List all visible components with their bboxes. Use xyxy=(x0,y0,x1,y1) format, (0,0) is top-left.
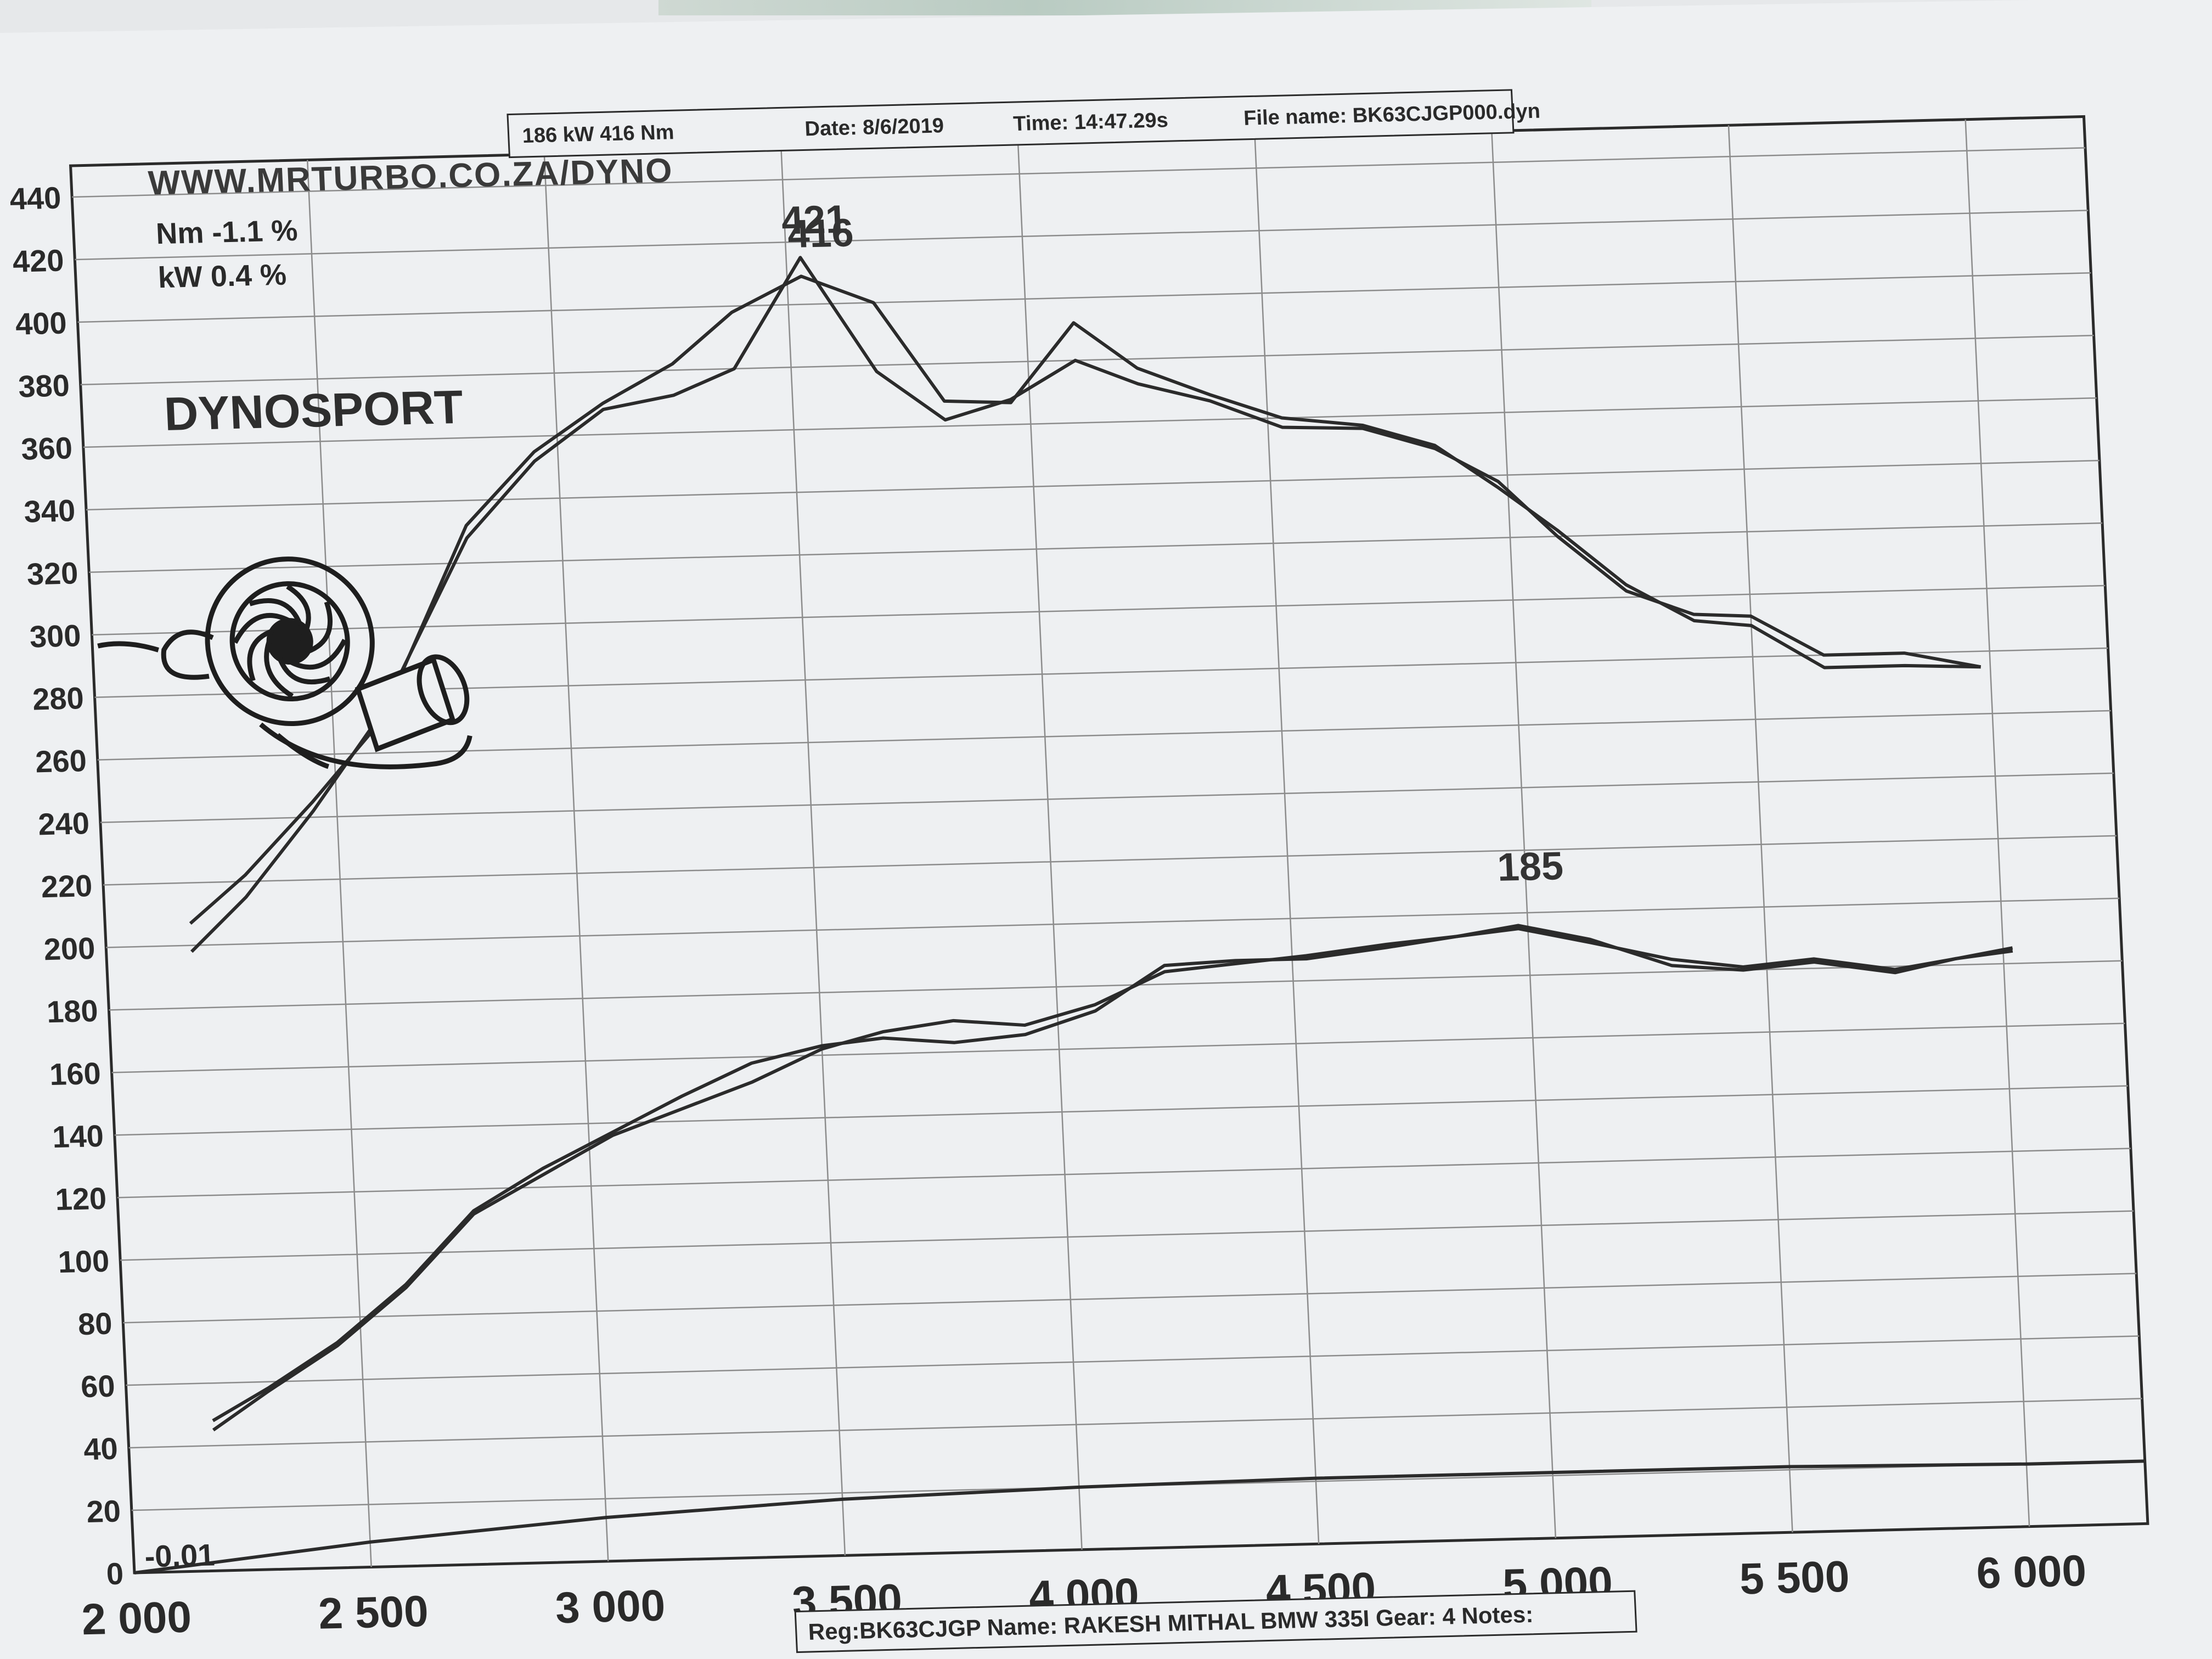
grid-line-y xyxy=(75,210,2089,261)
grid-line-y xyxy=(80,334,2094,386)
diff-kw: kW 0.4 % xyxy=(157,258,288,295)
y-tick-label: 280 xyxy=(32,681,85,716)
grid-line-y xyxy=(123,1273,2137,1324)
grid-line-x xyxy=(306,160,372,1567)
y-tick-label: 220 xyxy=(40,868,93,904)
y-tick-label: 120 xyxy=(54,1181,107,1217)
grid-line-x xyxy=(1727,125,1793,1533)
y-tick-label: 40 xyxy=(83,1431,119,1466)
grid-line-x xyxy=(543,154,609,1561)
peak-label-power: 185 xyxy=(1496,844,1564,890)
grid-line-y xyxy=(72,147,2086,198)
grid-line-y xyxy=(83,397,2097,448)
grid-line-x xyxy=(780,148,846,1556)
grid-line-y xyxy=(103,835,2117,886)
peak-label-torque: 416 xyxy=(786,211,854,256)
y-tick-label: 80 xyxy=(77,1306,113,1341)
series-line-1 xyxy=(190,256,1982,953)
y-tick-label: 300 xyxy=(29,618,82,654)
zero-reading: -0.01 xyxy=(144,1537,215,1573)
grid-line-y xyxy=(126,1335,2140,1386)
grid-line-x xyxy=(1491,131,1557,1538)
grid-line-y xyxy=(111,1022,2125,1073)
series-line-2 xyxy=(189,274,1981,925)
x-tick-label: 6 000 xyxy=(1975,1546,2087,1598)
y-tick-label: 320 xyxy=(26,555,78,591)
series-line-5 xyxy=(134,1459,2145,1574)
y-tick-label: 140 xyxy=(52,1118,104,1154)
diff-nm: Nm -1.1 % xyxy=(155,214,299,250)
grid-line-y xyxy=(106,897,2120,948)
grid-line-y xyxy=(128,1398,2142,1449)
y-tick-label: 0 xyxy=(105,1556,124,1591)
y-tick-label: 360 xyxy=(20,430,73,466)
x-tick-label: 2 000 xyxy=(81,1593,193,1644)
grid-line-y xyxy=(109,960,2123,1011)
grid-line-y xyxy=(100,772,2114,823)
y-tick-label: 100 xyxy=(57,1244,110,1279)
grid-line-x xyxy=(1965,119,2030,1527)
y-tick-label: 200 xyxy=(43,931,95,966)
x-tick-label: 3 000 xyxy=(554,1581,666,1632)
grid-line-y xyxy=(86,459,2100,511)
y-tick-label: 240 xyxy=(37,806,90,841)
x-tick-label: 2 500 xyxy=(317,1587,429,1638)
x-tick-label: 5 500 xyxy=(1738,1552,1850,1604)
y-tick-label: 160 xyxy=(49,1056,102,1092)
header-date: Date: 8/6/2019 xyxy=(804,114,944,140)
y-tick-label: 400 xyxy=(15,305,67,341)
peak-label-torque-max: 421 xyxy=(780,198,848,243)
y-tick-label: 20 xyxy=(86,1494,121,1529)
grid-line-y xyxy=(117,1148,2131,1199)
grid-line-y xyxy=(97,710,2111,761)
plot-area: 0 20 40 60 80 100 120 140 160 180 200 220 240 260 280 3… xyxy=(9,89,2149,1654)
series-line-3 xyxy=(212,927,2013,1422)
turbo-snail-logo-icon xyxy=(97,556,472,769)
y-tick-label: 60 xyxy=(80,1369,116,1404)
grid-line-y xyxy=(114,1085,2128,1136)
y-axis-ticks: 0 20 40 60 80 100 120 140 160 180 200 220 240 260 280 3… xyxy=(9,181,124,1591)
series-line-4 xyxy=(212,924,2013,1432)
grid-line-y xyxy=(92,584,2106,636)
grid-line-y xyxy=(89,522,2103,573)
series-group xyxy=(134,256,2145,1574)
header-summary: 186 kW 416 Nm xyxy=(522,121,675,148)
y-tick-label: 420 xyxy=(12,243,65,279)
y-tick-label: 260 xyxy=(35,743,87,779)
header-box xyxy=(506,89,1515,159)
y-tick-label: 340 xyxy=(23,493,76,528)
grid-line-y xyxy=(77,272,2091,323)
y-tick-label: 380 xyxy=(18,368,70,403)
grid-line-x xyxy=(1254,137,1320,1544)
brand-name: DYNOSPORT xyxy=(163,381,464,441)
y-tick-label: 440 xyxy=(9,181,61,216)
header-time: Time: 14:47.29s xyxy=(1013,109,1169,136)
grid-line-y xyxy=(120,1210,2134,1261)
grid-line-x xyxy=(1017,142,1083,1550)
y-tick-label: 180 xyxy=(46,993,99,1029)
footer-box xyxy=(794,1590,1637,1654)
